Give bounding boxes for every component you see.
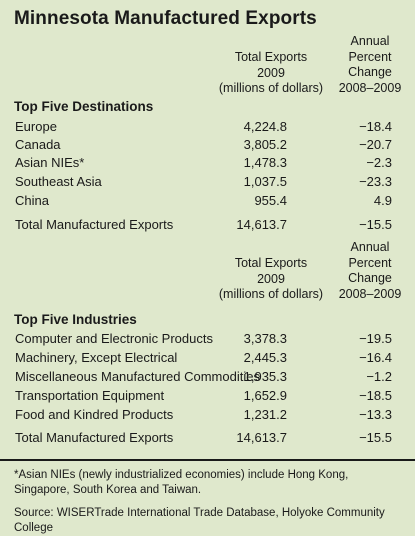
row-value: 1,935.3 (243, 369, 287, 384)
total-row: Total Manufactured Exports 14,613.7 −15.… (0, 216, 415, 234)
table-row: Food and Kindred Products 1,231.2 −13.3 (0, 406, 415, 424)
row-name: Total Manufactured Exports (15, 217, 174, 232)
row-value: 2,445.3 (243, 350, 287, 365)
row-value: 1,231.2 (243, 407, 287, 422)
row-change: −23.3 (359, 174, 392, 189)
row-change: −15.5 (359, 217, 392, 232)
section-label-destinations: Top Five Destinations (14, 99, 154, 114)
row-name: Asian NIEs* (15, 155, 85, 170)
row-value: 1,652.9 (243, 388, 287, 403)
row-change: 4.9 (373, 193, 392, 208)
row-change: −16.4 (359, 350, 392, 365)
change-column-header: Annual Percent Change 2008–2009 (338, 240, 402, 301)
row-name: Food and Kindred Products (15, 407, 174, 422)
row-value: 1,478.3 (243, 155, 287, 170)
row-value: 14,613.7 (236, 217, 287, 232)
row-name: Total Manufactured Exports (15, 430, 174, 445)
row-value: 3,378.3 (243, 331, 287, 346)
row-change: −18.5 (359, 388, 392, 403)
row-value: 955.4 (254, 193, 287, 208)
table-row: Machinery, Except Electrical 2,445.3 −16… (0, 349, 415, 367)
table-row: China 955.4 4.9 (0, 192, 415, 210)
row-change: −2.3 (366, 155, 392, 170)
row-value: 14,613.7 (236, 430, 287, 445)
table-row: Asian NIEs* 1,478.3 −2.3 (0, 154, 415, 172)
row-change: −20.7 (359, 137, 392, 152)
footnote: *Asian NIEs (newly industrialized econom… (14, 469, 349, 496)
section-label-industries: Top Five Industries (14, 312, 137, 327)
row-change: −18.4 (359, 119, 392, 134)
table-row: Computer and Electronic Products 3,378.3… (0, 330, 415, 348)
row-change: −13.3 (359, 407, 392, 422)
row-name: China (15, 193, 49, 208)
table-row: Transportation Equipment 1,652.9 −18.5 (0, 387, 415, 405)
row-change: −15.5 (359, 430, 392, 445)
page-title: Minnesota Manufactured Exports (14, 8, 317, 29)
table-row: Canada 3,805.2 −20.7 (0, 136, 415, 154)
row-name: Computer and Electronic Products (15, 331, 213, 346)
row-name: Europe (15, 119, 57, 134)
exports-column-header: Total Exports 2009 (millions of dollars) (218, 256, 324, 301)
table-row: Europe 4,224.8 −18.4 (0, 118, 415, 136)
row-value: 3,805.2 (243, 137, 287, 152)
source-note: Source: WISERTrade International Trade D… (14, 507, 385, 534)
table-row: Southeast Asia 1,037.5 −23.3 (0, 173, 415, 191)
row-change: −19.5 (359, 331, 392, 346)
row-name: Southeast Asia (15, 174, 102, 189)
row-name: Miscellaneous Manufactured Commodities (15, 369, 260, 384)
row-value: 1,037.5 (243, 174, 287, 189)
row-change: −1.2 (366, 369, 392, 384)
change-column-header: Annual Percent Change 2008–2009 (338, 34, 402, 95)
row-name: Machinery, Except Electrical (15, 350, 178, 365)
row-name: Canada (15, 137, 61, 152)
row-name: Transportation Equipment (15, 388, 165, 403)
exports-column-header: Total Exports 2009 (millions of dollars) (218, 50, 324, 95)
table-row: Miscellaneous Manufactured Commodities 1… (0, 368, 415, 386)
divider (0, 459, 415, 461)
total-row: Total Manufactured Exports 14,613.7 −15.… (0, 429, 415, 447)
row-value: 4,224.8 (243, 119, 287, 134)
